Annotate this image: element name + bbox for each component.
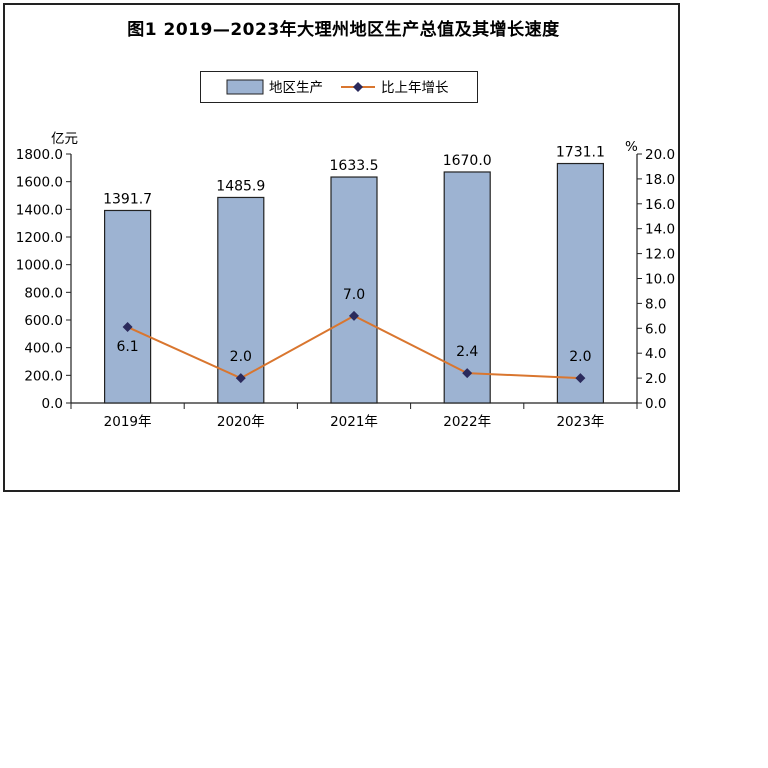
growth-value-label: 7.0 bbox=[343, 287, 365, 303]
bar-value-label: 1391.7 bbox=[103, 191, 152, 207]
bar-value-label: 1633.5 bbox=[330, 158, 379, 174]
legend-line-label: 比上年增长 bbox=[381, 80, 449, 96]
bar-value-label: 1731.1 bbox=[556, 145, 605, 161]
left-tick-label: 800.0 bbox=[24, 285, 63, 301]
left-tick-label: 200.0 bbox=[24, 368, 63, 384]
x-tick-label: 2022年 bbox=[443, 414, 491, 430]
right-tick-label: 8.0 bbox=[645, 296, 666, 312]
right-tick-label: 10.0 bbox=[645, 272, 675, 288]
right-tick-label: 6.0 bbox=[645, 321, 666, 337]
growth-point bbox=[349, 310, 359, 321]
growth-value-label: 6.1 bbox=[116, 339, 138, 355]
growth-value-label: 2.0 bbox=[569, 349, 591, 365]
right-tick-label: 2.0 bbox=[645, 371, 666, 387]
left-tick-label: 0.0 bbox=[42, 396, 63, 412]
right-tick-label: 16.0 bbox=[645, 197, 675, 213]
growth-point bbox=[122, 322, 133, 333]
legend-bar-label: 地区生产 bbox=[269, 80, 323, 96]
bar-value-label: 1670.0 bbox=[443, 153, 492, 169]
growth-point bbox=[462, 368, 473, 379]
right-tick-label: 12.0 bbox=[645, 247, 675, 263]
right-tick-label: 0.0 bbox=[645, 396, 666, 412]
right-tick-label: 14.0 bbox=[645, 222, 675, 238]
growth-value-label: 2.0 bbox=[230, 349, 252, 365]
x-tick-label: 2023年 bbox=[556, 414, 604, 430]
left-tick-label: 1800.0 bbox=[16, 147, 63, 163]
right-tick-label: 18.0 bbox=[645, 172, 675, 188]
chart-frame: 图1 2019—2023年大理州地区生产总值及其增长速度 0.0 200.0 400… bbox=[3, 3, 680, 492]
growth-point bbox=[575, 373, 586, 384]
bar-value-label: 1485.9 bbox=[216, 178, 265, 194]
left-tick-label: 400.0 bbox=[24, 341, 63, 357]
bar bbox=[103, 209, 152, 404]
right-tick-label: 4.0 bbox=[645, 346, 666, 362]
x-tick-label: 2020年 bbox=[217, 414, 265, 430]
x-tick-label: 2021年 bbox=[330, 414, 378, 430]
bar bbox=[330, 176, 378, 404]
chart-title: 图1 2019—2023年大理州地区生产总值及其增长速度 bbox=[127, 20, 560, 40]
bar bbox=[556, 162, 605, 404]
left-axis-unit: 亿元 bbox=[51, 131, 78, 147]
right-tick-label: 20.0 bbox=[645, 147, 675, 163]
left-tick-label: 1400.0 bbox=[16, 202, 63, 218]
left-tick-label: 1600.0 bbox=[16, 175, 63, 191]
growth-value-label: 2.4 bbox=[456, 344, 478, 360]
left-tick-label: 1000.0 bbox=[16, 258, 63, 274]
left-tick-label: 1200.0 bbox=[16, 230, 63, 246]
legend-bar-swatch bbox=[226, 79, 264, 95]
bar bbox=[217, 196, 265, 404]
chart-svg: 0.0 200.0 400.0 600.0 800.0 1000.0 1200.0 1400.… bbox=[16, 79, 675, 430]
left-tick-label: 600.0 bbox=[24, 313, 63, 329]
legend-line-marker bbox=[353, 82, 363, 92]
right-axis-unit: % bbox=[625, 139, 638, 155]
legend bbox=[200, 71, 478, 103]
x-tick-label: 2019年 bbox=[104, 414, 152, 430]
growth-point bbox=[235, 373, 246, 384]
